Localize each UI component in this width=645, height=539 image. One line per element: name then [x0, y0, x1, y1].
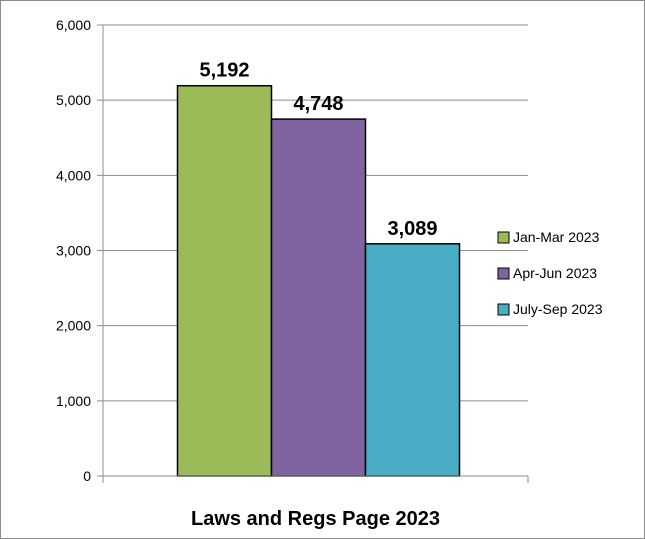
y-tick-label: 6,000: [56, 17, 91, 33]
legend-swatch: [497, 303, 510, 316]
legend-label: Jan-Mar 2023: [513, 229, 600, 245]
y-tick-label: 2,000: [56, 318, 91, 334]
y-tick-label: 4,000: [56, 167, 91, 183]
bar-july-sep-2023: [364, 243, 461, 477]
data-label: 3,089: [387, 218, 437, 240]
bars: [176, 84, 461, 477]
bar-jan-mar-2023: [176, 84, 273, 477]
data-label: 5,192: [199, 60, 249, 82]
data-labels: 5,192 4,748 3,089: [199, 60, 437, 240]
y-tick-label: 1,000: [56, 393, 91, 409]
legend-swatch: [497, 231, 510, 244]
y-tick-label: 5,000: [56, 92, 91, 108]
legend-label: July-Sep 2023: [513, 301, 603, 317]
x-axis-categories: Laws and Regs Page 2023: [191, 508, 440, 530]
y-tick-label: 0: [83, 468, 91, 484]
y-tick-label: 3,000: [56, 243, 91, 259]
x-category-label: Laws and Regs Page 2023: [191, 508, 440, 530]
data-label: 4,748: [293, 93, 343, 115]
legend-swatch: [497, 267, 510, 280]
legend: Jan-Mar 2023 Apr-Jun 2023 July-Sep 2023: [497, 229, 603, 317]
axes: [102, 25, 529, 483]
bar-apr-jun-2023: [270, 118, 367, 477]
legend-label: Apr-Jun 2023: [513, 265, 597, 281]
y-axis-ticks: 0 1,000 2,000 3,000 4,000 5,000 6,000: [56, 17, 103, 484]
